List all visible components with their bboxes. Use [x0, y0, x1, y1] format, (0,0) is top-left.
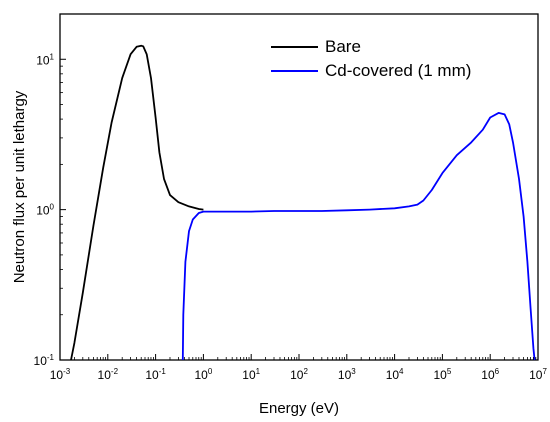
x-tick-label: 103 — [338, 367, 356, 382]
x-tick-label: 101 — [242, 367, 260, 382]
legend-label-0: Bare — [325, 37, 361, 56]
legend: Bare Cd-covered (1 mm) — [271, 37, 471, 80]
y-tick-label: 101 — [36, 52, 54, 67]
x-tick-label: 104 — [386, 367, 404, 382]
x-tick-label: 106 — [481, 367, 499, 382]
y-axis-title: Neutron flux per unit lethargy — [11, 90, 28, 283]
x-tick-label: 10-2 — [98, 367, 119, 382]
series-lines — [70, 44, 536, 361]
x-tick-label: 105 — [433, 367, 451, 382]
y-tick-label: 10-1 — [34, 353, 55, 368]
x-tick-label: 102 — [290, 367, 308, 382]
x-axis-title: Energy (eV) — [259, 400, 339, 417]
x-tick-label: 10-1 — [145, 367, 166, 382]
series-line-1 — [181, 112, 536, 361]
series-line-0 — [70, 44, 204, 361]
y-axis-ticks: 10-1 100 101 — [34, 13, 66, 368]
legend-label-1: Cd-covered (1 mm) — [325, 61, 471, 80]
y-tick-label: 100 — [36, 203, 54, 218]
x-tick-label: 100 — [194, 367, 212, 382]
x-tick-label: 10-3 — [50, 367, 71, 382]
x-axis-ticks: 10-3 10-2 10-1 100 101 102 103 104 105 106 107 — [50, 354, 547, 382]
x-tick-label: 107 — [529, 367, 547, 382]
